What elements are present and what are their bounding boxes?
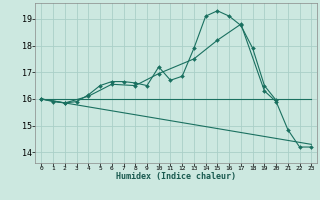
X-axis label: Humidex (Indice chaleur): Humidex (Indice chaleur) [116, 172, 236, 181]
